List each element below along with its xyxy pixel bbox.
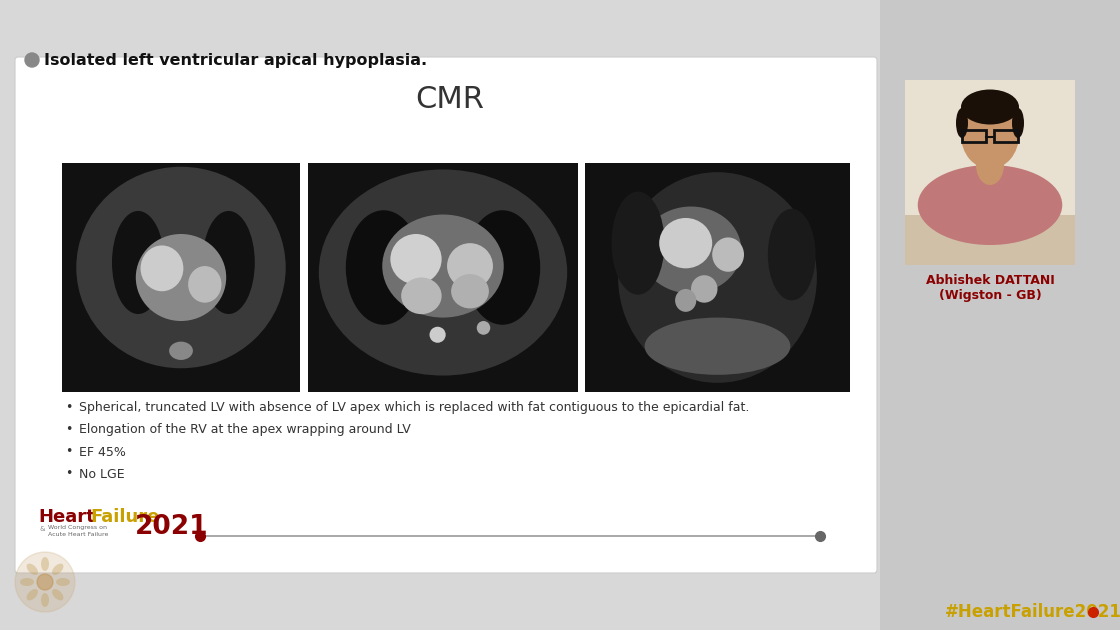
Ellipse shape [56, 578, 69, 586]
Ellipse shape [203, 211, 254, 314]
Text: (Wigston - GB): (Wigston - GB) [939, 290, 1042, 302]
Text: Acute Heart Failure: Acute Heart Failure [48, 532, 109, 537]
Text: •: • [65, 401, 73, 415]
Ellipse shape [976, 145, 1004, 185]
Ellipse shape [188, 266, 222, 302]
Ellipse shape [27, 564, 38, 575]
Ellipse shape [641, 207, 741, 294]
Bar [905, 80, 1075, 215]
Bar [905, 80, 1075, 265]
Ellipse shape [660, 218, 712, 268]
Text: •: • [65, 467, 73, 481]
Text: #HeartFailure2021: #HeartFailure2021 [945, 603, 1120, 621]
Circle shape [25, 53, 39, 67]
Text: •: • [65, 445, 73, 459]
Text: Isolated left ventricular apical hypoplasia.: Isolated left ventricular apical hypopla… [44, 52, 427, 67]
Ellipse shape [52, 589, 64, 600]
FancyBboxPatch shape [15, 57, 877, 573]
Ellipse shape [961, 101, 1019, 169]
Ellipse shape [712, 238, 744, 272]
Text: •: • [65, 423, 73, 437]
Ellipse shape [27, 589, 38, 600]
Ellipse shape [382, 215, 504, 318]
Bar [308, 163, 578, 392]
Ellipse shape [20, 578, 34, 586]
Text: Elongation of the RV at the apex wrapping around LV: Elongation of the RV at the apex wrappin… [80, 423, 411, 437]
Ellipse shape [76, 167, 286, 369]
Ellipse shape [447, 243, 493, 289]
Ellipse shape [112, 211, 165, 314]
Ellipse shape [136, 234, 226, 321]
Bar [962, 130, 986, 142]
Ellipse shape [52, 564, 64, 575]
Ellipse shape [41, 557, 49, 571]
Ellipse shape [675, 289, 697, 312]
Text: World Congress on: World Congress on [48, 525, 108, 529]
Bar [585, 163, 850, 392]
Ellipse shape [768, 209, 815, 301]
Text: &: & [40, 526, 46, 532]
Circle shape [37, 574, 53, 590]
Text: No LGE: No LGE [80, 467, 124, 481]
Text: Heart: Heart [38, 508, 95, 526]
Circle shape [15, 552, 75, 612]
Ellipse shape [691, 275, 718, 302]
Ellipse shape [319, 169, 567, 375]
Ellipse shape [477, 321, 491, 335]
Bar [995, 130, 1018, 142]
Text: Spherical, truncated LV with absence of LV apex which is replaced with fat conti: Spherical, truncated LV with absence of … [80, 401, 749, 415]
Text: Abhishek DATTANI: Abhishek DATTANI [925, 273, 1054, 287]
Ellipse shape [1012, 108, 1024, 138]
Ellipse shape [618, 172, 816, 383]
Ellipse shape [169, 341, 193, 360]
Ellipse shape [41, 593, 49, 607]
Ellipse shape [140, 246, 184, 291]
Bar [880, 0, 1120, 630]
Ellipse shape [429, 327, 446, 343]
Bar [62, 163, 300, 392]
Ellipse shape [956, 108, 968, 138]
Ellipse shape [961, 89, 1019, 125]
Ellipse shape [612, 192, 664, 295]
Text: CMR: CMR [416, 86, 485, 115]
Ellipse shape [391, 234, 441, 284]
Text: 2021: 2021 [136, 514, 208, 540]
Ellipse shape [465, 210, 540, 324]
Ellipse shape [451, 274, 489, 309]
Ellipse shape [645, 318, 791, 375]
Text: Failure: Failure [90, 508, 159, 526]
Ellipse shape [401, 277, 441, 314]
Ellipse shape [917, 165, 1062, 245]
Ellipse shape [346, 210, 421, 324]
Text: EF 45%: EF 45% [80, 445, 125, 459]
